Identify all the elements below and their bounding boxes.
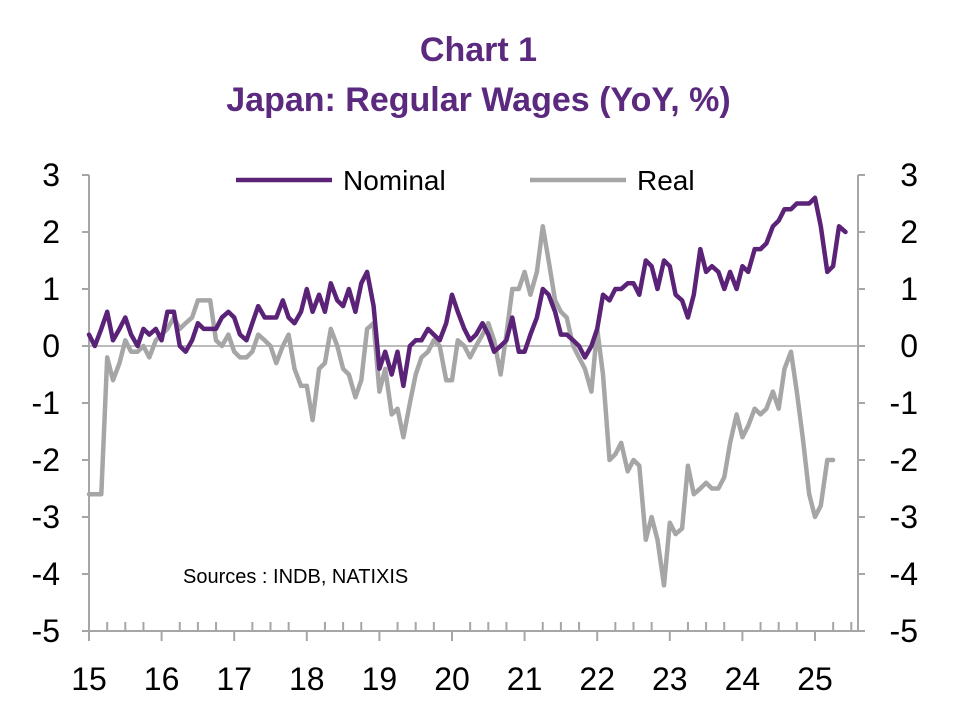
- series-line-nominal: [86, 195, 848, 389]
- y-tick-label-left: -1: [32, 385, 60, 421]
- y-tick-label-right: -2: [890, 442, 918, 478]
- x-tick-label: 24: [725, 661, 761, 697]
- legend-label-real: Real: [637, 165, 695, 196]
- y-tick-label-right: -1: [890, 385, 918, 421]
- y-tick-label-right: 1: [900, 271, 918, 307]
- y-tick-label-right: -3: [890, 499, 918, 535]
- x-tick-label: 23: [652, 661, 688, 697]
- x-tick-label: 17: [216, 661, 252, 697]
- y-tick-label-right: 2: [900, 214, 918, 250]
- y-tick-label-left: -5: [32, 613, 60, 649]
- x-tick-label: 19: [362, 661, 398, 697]
- x-tick-label: 21: [507, 661, 543, 697]
- y-tick-label-right: 0: [900, 328, 918, 364]
- y-tick-label-left: 1: [42, 271, 60, 307]
- x-tick-label: 25: [797, 661, 833, 697]
- series-line-real: [86, 224, 836, 588]
- y-tick-label-right: -4: [890, 556, 918, 592]
- source-note: Sources : INDB, NATIXIS: [183, 566, 408, 588]
- x-tick-label: 15: [71, 661, 107, 697]
- y-tick-label-left: -2: [32, 442, 60, 478]
- legend-label-nominal: Nominal: [343, 165, 446, 196]
- x-tick-label: 20: [434, 661, 470, 697]
- chart-title: Chart 1: [419, 31, 538, 69]
- x-tick-label: 22: [579, 661, 615, 697]
- x-tick-label: 16: [144, 661, 180, 697]
- y-tick-label-left: 2: [42, 214, 60, 250]
- y-tick-label-right: -5: [890, 613, 918, 649]
- x-tick-label: 18: [289, 661, 325, 697]
- chart-subtitle: Japan: Regular Wages (YoY, %): [226, 81, 731, 119]
- y-tick-label-right: 3: [900, 157, 918, 193]
- y-tick-label-left: -4: [32, 556, 60, 592]
- y-tick-label-left: 0: [42, 328, 60, 364]
- y-tick-label-left: -3: [32, 499, 60, 535]
- y-tick-label-left: 3: [42, 157, 60, 193]
